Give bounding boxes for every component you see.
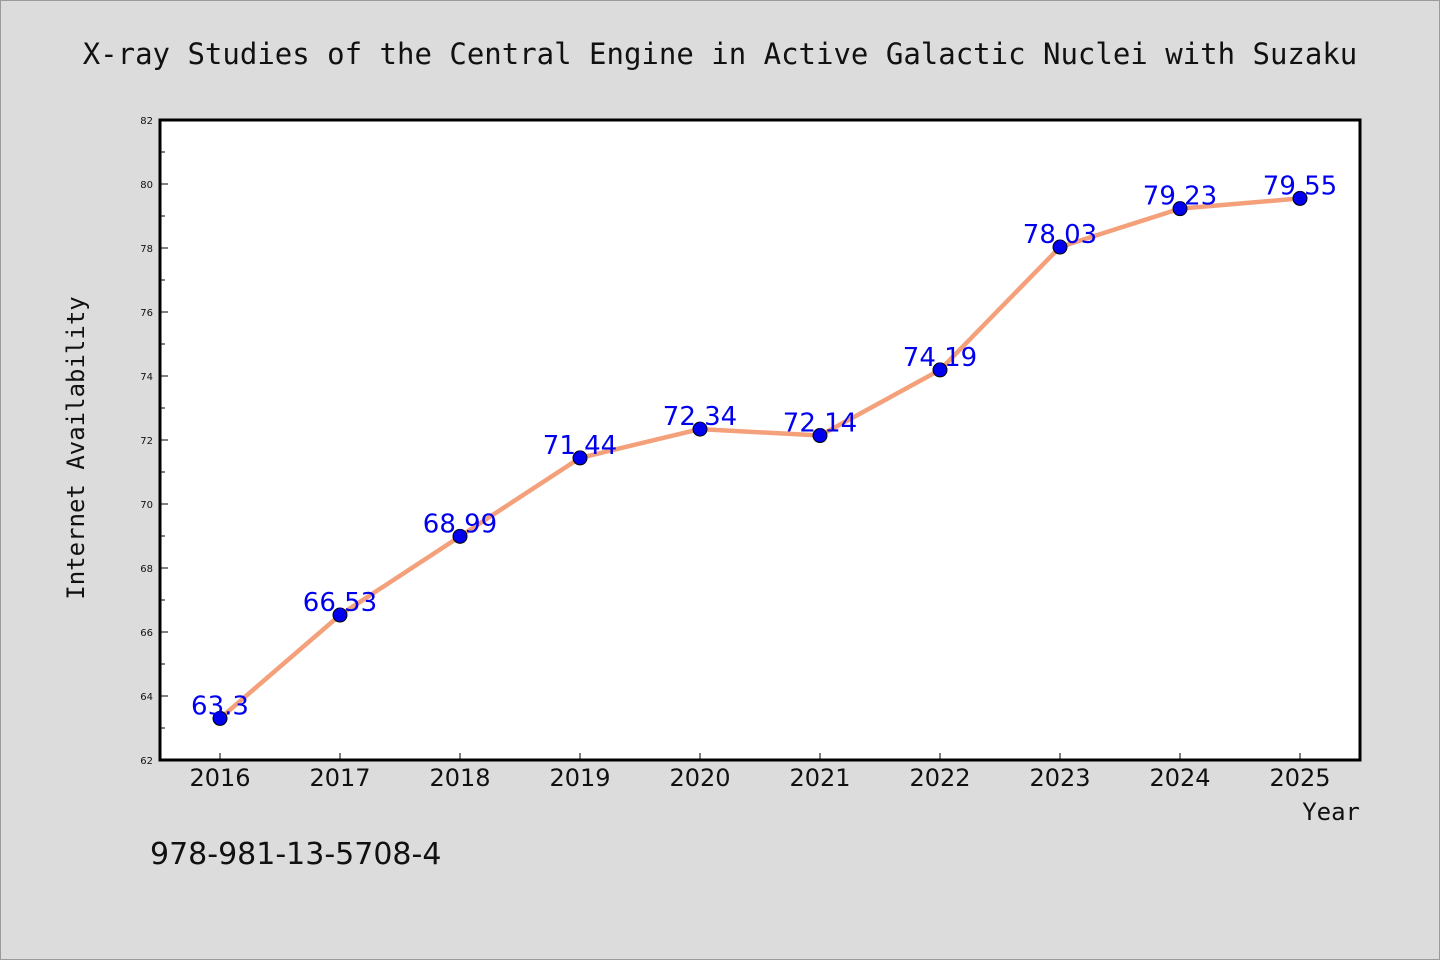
data-point [812,428,828,444]
x-tick-label: 2020 [669,764,730,792]
data-label: 72.14 [783,409,857,439]
data-point [692,421,708,437]
y-tick-label: 82 [140,116,153,127]
data-label: 68.99 [423,509,497,539]
data-label: 79.23 [1143,182,1217,212]
y-tick-label: 68 [140,564,153,575]
y-tick-label: 64 [140,692,153,703]
data-label: 66.53 [303,588,377,618]
data-label: 71.44 [543,431,617,461]
y-axis-label: Internet Availability [62,296,90,599]
x-tick-label: 2021 [789,764,850,792]
y-tick-label: 78 [140,244,153,255]
x-tick-label: 2024 [1149,764,1210,792]
series-line-group [212,190,1308,726]
x-tick-label: 2025 [1269,764,1330,792]
data-point [572,450,588,466]
x-tick-label: 2016 [189,764,250,792]
y-tick-label: 66 [140,628,153,639]
data-point [932,362,948,378]
x-tick-label: 2017 [309,764,370,792]
y-tick-label: 62 [140,756,153,767]
data-label: 78.03 [1023,220,1097,250]
x-tick-label: 2023 [1029,764,1090,792]
x-tick-label: 2022 [909,764,970,792]
data-point [452,528,468,544]
x-axis: 2016 2017 2018 2019 2020 2021 2022 2023 2024 2025 [189,753,1331,792]
data-point [332,607,348,623]
data-point [1172,201,1188,217]
x-tick-label: 2018 [429,764,490,792]
x-axis-label: Year [1302,798,1360,826]
plot-area [158,118,1362,762]
data-labels-group: 63.3 66.53 68.99 71.44 72.34 72.14 74.19 78.03 7… [191,171,1337,721]
data-label: 72.34 [663,402,737,432]
y-tick-label: 70 [140,500,153,511]
data-label: 63.3 [191,691,249,721]
x-tick-label: 2019 [549,764,610,792]
y-axis: 62 64 66 68 70 72 74 76 78 80 82 [140,116,168,767]
y-tick-label: 76 [140,308,153,319]
series-line [217,196,1303,721]
chart-title: X-ray Studies of the Central Engine in A… [83,37,1358,71]
data-point [212,710,228,726]
data-label: 79.55 [1263,171,1337,201]
isbn-text: 978-981-13-5708-4 [150,837,441,872]
data-point [1292,190,1308,206]
y-tick-label: 74 [140,372,153,383]
y-tick-label: 72 [140,436,153,447]
data-point [1052,239,1068,255]
y-tick-label: 80 [140,180,153,191]
data-label: 74.19 [903,343,977,373]
